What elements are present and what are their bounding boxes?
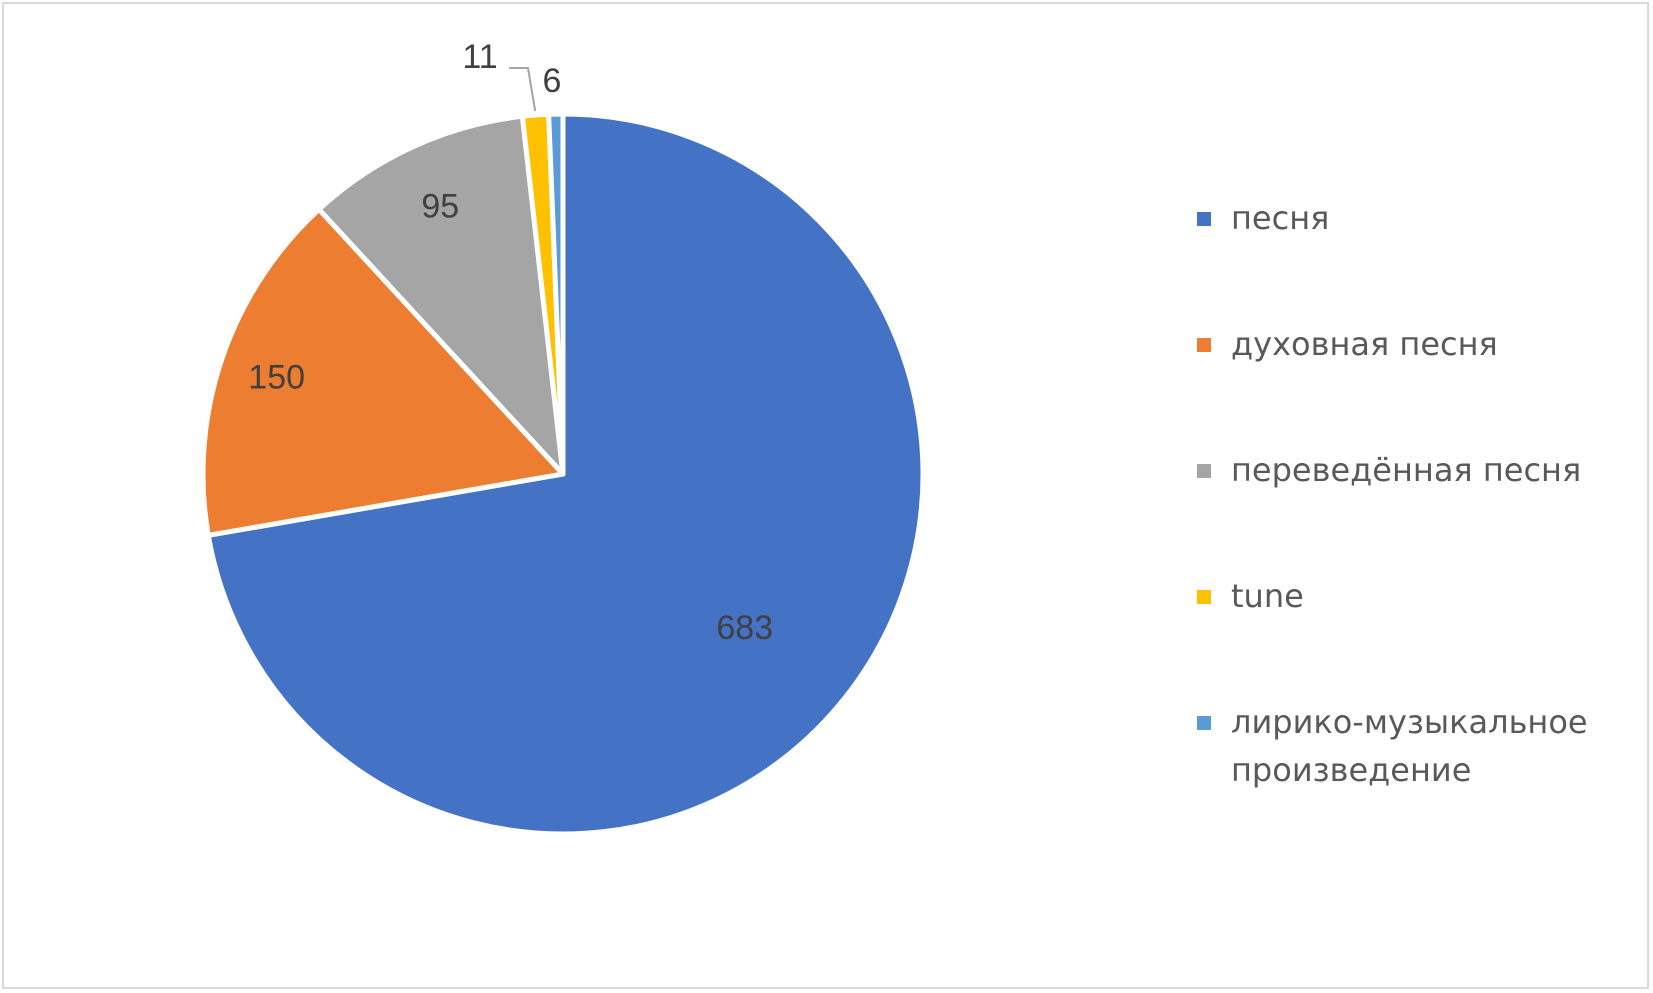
- leader-line-tune: [509, 67, 537, 112]
- pie-slice-pesnya: [205, 111, 926, 837]
- legend-swatch: [1197, 716, 1211, 730]
- legend-label: песня: [1231, 199, 1330, 237]
- pie-chart: 683 150 95 11 6: [200, 38, 926, 837]
- pie-slices: [200, 111, 926, 837]
- data-label-tune: 11: [462, 38, 497, 76]
- data-label-dukhovnaya-pesnya: 150: [248, 359, 305, 397]
- pie-slice-dukhovnaya-pesnya: [200, 206, 566, 538]
- data-label-perevedennaya-pesnya: 95: [421, 188, 459, 226]
- legend-swatch: [1197, 212, 1211, 226]
- legend: песня духовная песня переведённая песня …: [1197, 194, 1637, 824]
- pie-slice-liriko-muzykalnoe: [546, 111, 566, 477]
- legend-label: переведённая песня: [1231, 451, 1582, 489]
- legend-label: tune: [1231, 577, 1304, 615]
- legend-swatch: [1197, 590, 1211, 604]
- legend-label: духовная песня: [1231, 325, 1498, 363]
- legend-item-pesnya: песня: [1197, 194, 1637, 320]
- legend-item-tune: tune: [1197, 572, 1637, 698]
- data-label-liriko-muzykalnoe: 6: [543, 62, 562, 100]
- pie-slice-perevedennaya-pesnya: [316, 113, 566, 477]
- legend-label: лирико-музыкальное произведение: [1231, 703, 1588, 789]
- leader-lines: [509, 67, 537, 112]
- data-labels: 683 150 95 11 6: [248, 38, 773, 647]
- data-label-pesnya: 683: [716, 609, 773, 647]
- legend-swatch: [1197, 464, 1211, 478]
- legend-item-perevedennaya-pesnya: переведённая песня: [1197, 446, 1637, 572]
- legend-item-liriko-muzykalnoe: лирико-музыкальное произведение: [1197, 698, 1637, 824]
- legend-swatch: [1197, 338, 1211, 352]
- legend-item-dukhovnaya-pesnya: духовная песня: [1197, 320, 1637, 446]
